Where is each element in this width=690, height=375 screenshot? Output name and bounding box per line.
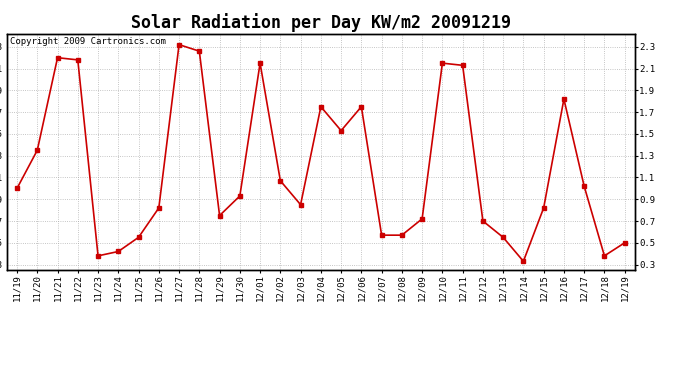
Text: Copyright 2009 Cartronics.com: Copyright 2009 Cartronics.com	[10, 37, 166, 46]
Title: Solar Radiation per Day KW/m2 20091219: Solar Radiation per Day KW/m2 20091219	[131, 13, 511, 32]
